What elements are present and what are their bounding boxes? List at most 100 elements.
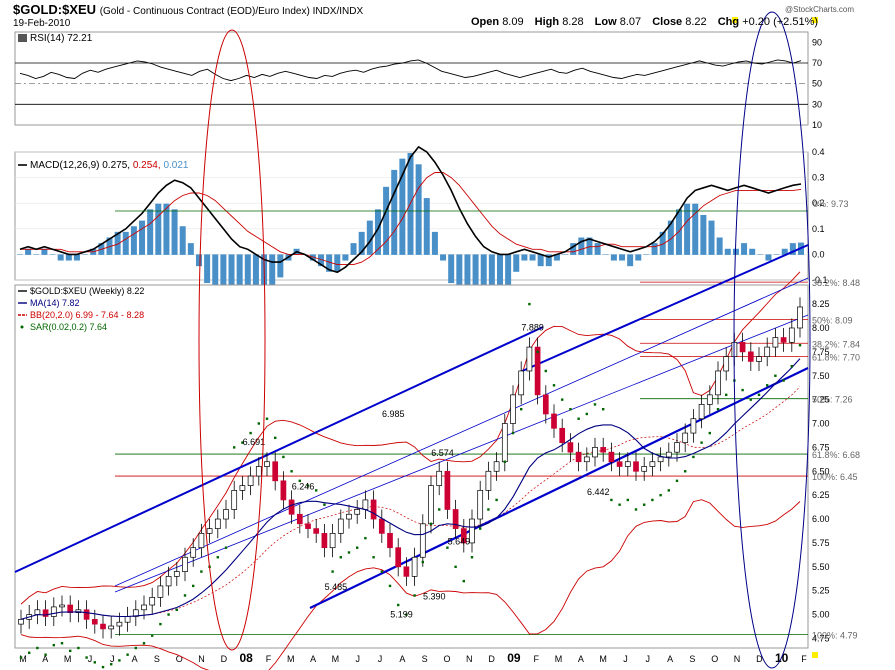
sar-dot bbox=[183, 594, 187, 597]
sar-dot bbox=[233, 446, 236, 449]
candle-up bbox=[149, 597, 156, 606]
candle-down bbox=[551, 413, 557, 429]
sar-dot bbox=[28, 651, 31, 654]
rsi-line bbox=[19, 59, 802, 82]
candle-down bbox=[370, 499, 377, 520]
sar-dot bbox=[503, 460, 506, 463]
candle-down bbox=[534, 346, 541, 396]
macd-histogram-bar bbox=[692, 203, 699, 255]
candle-down bbox=[42, 609, 49, 617]
price-annotation: 5.199 bbox=[390, 610, 413, 620]
sar-dot bbox=[159, 622, 162, 626]
sar-dot bbox=[684, 470, 687, 473]
candle-up bbox=[428, 485, 434, 525]
macd-histogram-bar bbox=[643, 254, 650, 255]
price-tick: 6.75 bbox=[812, 442, 830, 452]
macd-tick: 0.0 bbox=[812, 249, 825, 259]
sar-dot bbox=[85, 656, 88, 659]
candle-up bbox=[419, 523, 426, 558]
sar-dot bbox=[700, 441, 703, 444]
sar-dot bbox=[200, 570, 203, 573]
macd-histogram-bar bbox=[49, 254, 56, 255]
price-legend-item: SAR(0.02,0.2) 7.64 bbox=[30, 322, 107, 332]
sar-dot bbox=[569, 407, 572, 411]
sar-dot bbox=[651, 498, 654, 502]
macd-histogram-bar bbox=[675, 209, 682, 255]
candle-up bbox=[469, 518, 475, 544]
macd-histogram-bar bbox=[269, 254, 276, 289]
macd-histogram-bar bbox=[252, 254, 259, 295]
macd-tick: -0.1 bbox=[812, 275, 828, 285]
x-axis-label: 09 bbox=[507, 651, 521, 665]
sar-dot bbox=[766, 384, 769, 387]
x-axis-label: S bbox=[422, 654, 428, 664]
high-value: 8.28 bbox=[562, 16, 584, 28]
candle-up bbox=[657, 456, 664, 463]
sar-dot bbox=[725, 393, 728, 397]
candle-up bbox=[649, 461, 656, 467]
symbol-title: $GOLD:$XEU (Gold - Continuous Contract (… bbox=[13, 2, 364, 17]
price-tick: 8.25 bbox=[812, 299, 830, 309]
candle-up bbox=[141, 604, 147, 611]
marker-square bbox=[812, 652, 818, 658]
x-axis-label: J bbox=[88, 654, 93, 664]
sar-dot bbox=[397, 603, 400, 607]
candle-up bbox=[329, 533, 336, 549]
macd-histogram-bar bbox=[65, 254, 72, 261]
macd-histogram-bar bbox=[57, 254, 64, 261]
macd-histogram-bar bbox=[147, 209, 154, 255]
x-axis-label: N bbox=[198, 654, 205, 664]
macd-histogram-bar bbox=[578, 237, 585, 255]
candle-up bbox=[223, 509, 229, 520]
candle-down bbox=[83, 609, 90, 620]
candle-up bbox=[247, 475, 254, 486]
price-annotation: 6.691 bbox=[243, 437, 266, 447]
x-axis-label: A bbox=[578, 654, 584, 664]
x-axis-label: M bbox=[332, 654, 340, 664]
macd-histogram-bar bbox=[789, 243, 796, 255]
marker-square bbox=[812, 17, 818, 23]
fib-label: 0%: 9.73 bbox=[813, 199, 849, 209]
fib-label: 38.2%: 8.48 bbox=[812, 278, 860, 288]
macd-histogram-bar bbox=[139, 220, 146, 255]
candle-up bbox=[190, 547, 197, 558]
price-legend-item: BB(20,2.0) 6.99 - 7.64 - 8.28 bbox=[30, 310, 144, 320]
candle-down bbox=[739, 341, 746, 353]
candle-up bbox=[108, 625, 115, 630]
sar-dot bbox=[561, 398, 564, 401]
price-tick: 5.50 bbox=[812, 562, 830, 572]
candle-down bbox=[378, 518, 385, 534]
x-axis-label: A bbox=[399, 654, 405, 664]
price-legend-item: $GOLD:$XEU (Weekly) 8.22 bbox=[30, 286, 144, 296]
candle-down bbox=[321, 533, 328, 549]
sar-dot bbox=[487, 508, 490, 511]
macd-histogram-bar bbox=[244, 254, 251, 295]
price-tick: 6.50 bbox=[812, 466, 830, 476]
candle-up bbox=[182, 556, 188, 572]
candle-up bbox=[436, 470, 443, 486]
macd-histogram-bar bbox=[358, 231, 365, 255]
fib-label: 50%: 8.09 bbox=[812, 315, 853, 325]
sar-dot bbox=[667, 489, 670, 492]
channel-upper-ext bbox=[519, 244, 809, 373]
x-axis-label: J bbox=[355, 654, 360, 664]
candle-down bbox=[460, 528, 467, 544]
candle-down bbox=[387, 533, 393, 549]
macd-histogram-bar bbox=[749, 248, 756, 255]
macd-histogram-bar bbox=[773, 254, 780, 255]
candle-down bbox=[608, 451, 615, 463]
x-axis-label: O bbox=[176, 654, 183, 664]
candle-up bbox=[788, 327, 795, 343]
price-annotation: 6.246 bbox=[292, 482, 315, 492]
price-annotation: 5.649 bbox=[448, 537, 471, 547]
price-tick: 7.25 bbox=[812, 395, 830, 405]
highlight-ellipse-2010 bbox=[733, 11, 811, 669]
candle-up bbox=[18, 618, 24, 625]
sar-dot bbox=[602, 407, 605, 411]
channel-mid2 bbox=[114, 314, 809, 593]
open-label: Open bbox=[471, 16, 500, 28]
candle-up bbox=[157, 585, 164, 598]
sar-dot bbox=[536, 350, 539, 354]
sar-dot bbox=[446, 546, 449, 549]
rsi-legend: RSI(14) 72.21 bbox=[30, 33, 93, 44]
